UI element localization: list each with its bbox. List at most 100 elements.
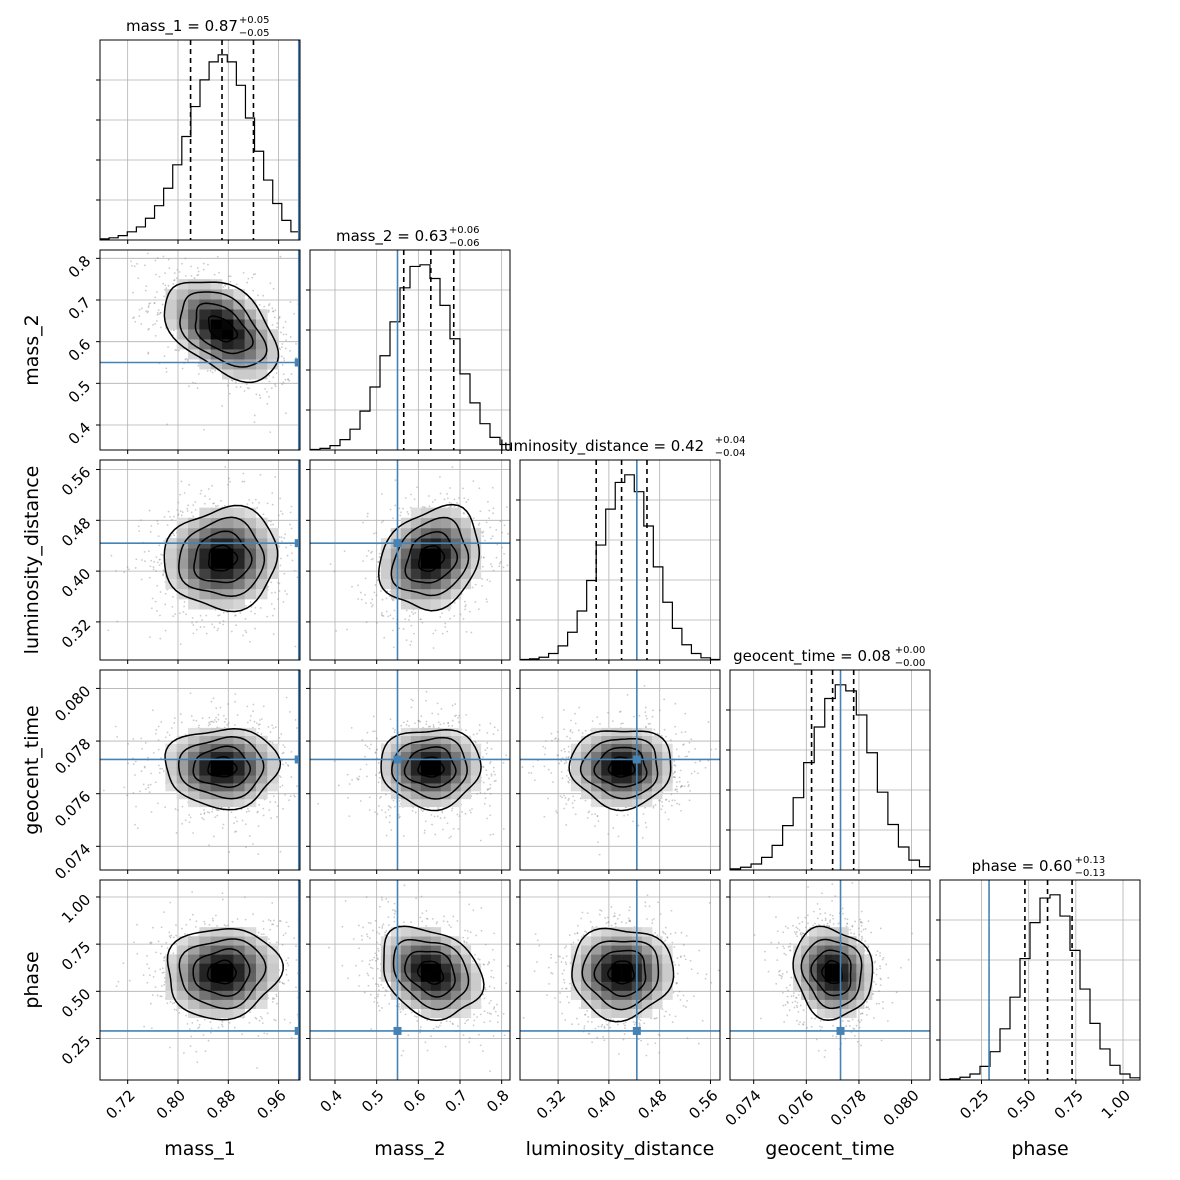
scatter-point bbox=[393, 609, 396, 612]
scatter-point bbox=[281, 759, 283, 762]
scatter-point bbox=[248, 810, 250, 813]
density-cell bbox=[199, 517, 211, 529]
panel-mass_2-geocent_time bbox=[306, 669, 511, 874]
scatter-point bbox=[460, 810, 463, 813]
density-cell bbox=[244, 309, 257, 320]
scatter-point bbox=[492, 512, 494, 515]
scatter-point bbox=[285, 696, 288, 699]
scatter-point bbox=[202, 818, 205, 821]
scatter-point bbox=[380, 521, 383, 524]
scatter-point bbox=[474, 740, 476, 743]
density-cell bbox=[233, 319, 245, 330]
scatter-point bbox=[189, 816, 192, 819]
scatter-point bbox=[393, 805, 396, 808]
scatter-point bbox=[276, 326, 278, 329]
scatter-point bbox=[469, 610, 471, 613]
scatter-point bbox=[253, 720, 256, 723]
scatter-point bbox=[290, 373, 293, 375]
scatter-point bbox=[202, 262, 205, 265]
scatter-point bbox=[276, 322, 279, 325]
density-cell bbox=[188, 751, 200, 760]
y-tick-label: 0.48 bbox=[58, 514, 94, 550]
scatter-point bbox=[481, 578, 484, 580]
density-cell bbox=[199, 507, 211, 519]
scatter-point bbox=[436, 702, 439, 705]
scatter-mass_2-geocent_time bbox=[310, 670, 510, 870]
density-cell bbox=[188, 727, 200, 737]
density-cell bbox=[233, 578, 245, 590]
scatter-point bbox=[488, 804, 491, 807]
scatter-point bbox=[217, 809, 220, 812]
scatter-point bbox=[174, 613, 177, 615]
density-cell bbox=[199, 329, 211, 340]
scatter-point bbox=[486, 600, 488, 603]
scatter-point bbox=[282, 751, 285, 754]
density-cell bbox=[210, 798, 223, 808]
scatter-point bbox=[446, 630, 449, 633]
scatter-point bbox=[385, 597, 388, 600]
scatter-point bbox=[425, 690, 428, 693]
scatter-point bbox=[280, 540, 283, 543]
density-cell bbox=[222, 798, 234, 808]
scatter-point bbox=[289, 795, 292, 798]
scatter-point bbox=[147, 328, 150, 331]
scatter-point bbox=[481, 584, 483, 587]
scatter-point bbox=[258, 727, 260, 730]
scatter-point bbox=[158, 313, 160, 316]
scatter-point bbox=[411, 611, 413, 613]
scatter-point bbox=[428, 505, 431, 508]
scatter-point bbox=[377, 762, 380, 764]
scatter-point bbox=[196, 267, 199, 269]
density-cell bbox=[222, 558, 234, 569]
scatter-point bbox=[402, 721, 405, 724]
scatter-point bbox=[167, 284, 170, 287]
density-cell bbox=[210, 329, 223, 340]
scatter-point bbox=[501, 546, 504, 549]
scatter-point bbox=[194, 501, 197, 503]
scatter-mass_1-luminosity_distance bbox=[100, 460, 304, 660]
scatter-point bbox=[388, 814, 391, 817]
scatter-point bbox=[283, 746, 286, 749]
scatter-point bbox=[425, 720, 428, 723]
scatter-point bbox=[162, 569, 165, 571]
scatter-point bbox=[192, 381, 194, 384]
scatter-point bbox=[437, 721, 440, 724]
scatter-point bbox=[127, 762, 129, 765]
scatter-point bbox=[234, 614, 237, 617]
density-cell bbox=[188, 548, 200, 559]
scatter-point bbox=[477, 608, 480, 611]
scatter-point bbox=[233, 822, 235, 825]
scatter-point bbox=[472, 517, 475, 520]
density-cell bbox=[165, 759, 178, 768]
scatter-point bbox=[191, 621, 193, 624]
scatter-point bbox=[146, 311, 149, 314]
scatter-point bbox=[164, 592, 167, 595]
scatter-point bbox=[493, 726, 496, 729]
scatter-point bbox=[227, 483, 229, 486]
density-cell bbox=[430, 507, 442, 519]
density-cell bbox=[233, 775, 245, 784]
scatter-point bbox=[302, 559, 304, 561]
scatter-point bbox=[218, 271, 220, 274]
scatter-point bbox=[203, 811, 206, 814]
scatter-point bbox=[254, 498, 257, 501]
scatter-point bbox=[262, 513, 265, 516]
scatter-point bbox=[357, 584, 359, 587]
scatter-point bbox=[179, 612, 181, 615]
scatter-point bbox=[381, 598, 384, 601]
scatter-point bbox=[162, 255, 165, 258]
density-cell bbox=[390, 558, 402, 569]
scatter-point bbox=[186, 510, 189, 512]
scatter-point bbox=[271, 492, 274, 495]
scatter-point bbox=[180, 721, 183, 724]
scatter-point bbox=[439, 723, 442, 726]
scatter-point bbox=[266, 615, 269, 618]
scatter-point bbox=[216, 255, 219, 258]
scatter-point bbox=[144, 742, 147, 744]
y-tick-label: 0.076 bbox=[51, 787, 94, 830]
scatter-point bbox=[222, 823, 225, 826]
scatter-point bbox=[153, 302, 156, 305]
scatter-point bbox=[410, 698, 413, 701]
scatter-point bbox=[289, 349, 291, 352]
